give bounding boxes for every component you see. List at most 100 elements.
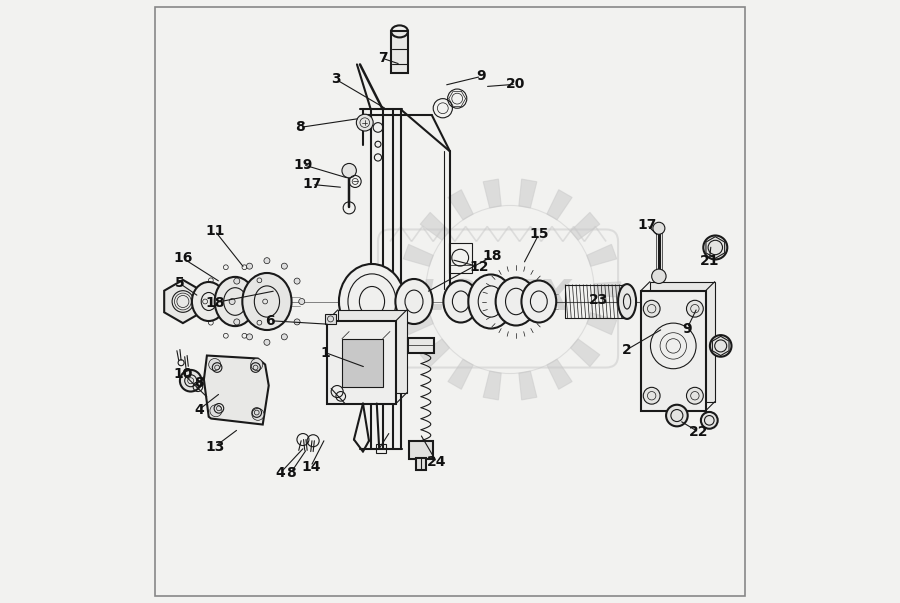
Circle shape	[282, 334, 287, 340]
Text: 13: 13	[205, 440, 224, 453]
Circle shape	[644, 387, 660, 404]
Circle shape	[264, 257, 270, 264]
Ellipse shape	[395, 279, 433, 324]
Text: 2: 2	[622, 343, 632, 356]
Polygon shape	[400, 282, 427, 297]
Polygon shape	[204, 356, 269, 425]
Polygon shape	[571, 212, 600, 240]
Text: 18: 18	[482, 250, 502, 264]
Text: 22: 22	[689, 425, 709, 440]
Text: 7: 7	[378, 51, 388, 65]
Bar	[650, 282, 715, 402]
Polygon shape	[164, 280, 202, 323]
Text: 11: 11	[205, 224, 224, 238]
Circle shape	[247, 334, 253, 340]
Bar	[338, 310, 407, 393]
Circle shape	[644, 300, 660, 317]
Circle shape	[234, 319, 239, 325]
Bar	[408, 338, 435, 353]
Circle shape	[234, 278, 239, 284]
Text: 18: 18	[205, 295, 224, 310]
Polygon shape	[420, 212, 450, 240]
Text: 16: 16	[173, 251, 193, 265]
Circle shape	[652, 269, 666, 283]
Circle shape	[701, 412, 717, 429]
Polygon shape	[403, 244, 433, 267]
Circle shape	[652, 223, 665, 235]
Text: 8: 8	[295, 121, 305, 134]
Text: 24: 24	[427, 455, 446, 469]
Circle shape	[282, 263, 287, 269]
Text: 1: 1	[320, 346, 330, 359]
Bar	[375, 444, 386, 453]
Bar	[392, 31, 408, 74]
Polygon shape	[448, 359, 473, 390]
Ellipse shape	[496, 277, 536, 326]
Bar	[417, 458, 426, 470]
Text: 4: 4	[194, 403, 204, 417]
Polygon shape	[403, 313, 433, 335]
Circle shape	[687, 300, 703, 317]
Circle shape	[666, 405, 688, 426]
Circle shape	[264, 339, 270, 346]
Circle shape	[294, 319, 300, 325]
Text: 8: 8	[286, 466, 296, 479]
Text: 17: 17	[302, 177, 321, 192]
Circle shape	[703, 236, 727, 259]
Polygon shape	[571, 339, 600, 367]
Circle shape	[180, 370, 202, 391]
Polygon shape	[547, 359, 572, 390]
Polygon shape	[448, 190, 473, 220]
Polygon shape	[518, 371, 537, 400]
Text: 21: 21	[699, 254, 719, 268]
Text: 23: 23	[590, 293, 608, 308]
Bar	[327, 321, 396, 403]
Polygon shape	[587, 313, 617, 335]
Text: 10: 10	[173, 367, 193, 380]
Ellipse shape	[444, 280, 478, 323]
Text: 12: 12	[469, 260, 489, 274]
Bar	[342, 339, 382, 387]
Bar	[410, 441, 433, 459]
Polygon shape	[420, 339, 450, 367]
Text: 19: 19	[293, 157, 312, 172]
Circle shape	[342, 163, 356, 178]
Ellipse shape	[192, 282, 226, 321]
Circle shape	[356, 114, 374, 131]
Polygon shape	[483, 371, 501, 400]
Ellipse shape	[339, 264, 405, 339]
Bar	[325, 314, 336, 324]
Text: 17: 17	[637, 218, 657, 232]
Circle shape	[230, 298, 235, 305]
Text: 5: 5	[175, 277, 184, 291]
Ellipse shape	[618, 284, 636, 319]
Text: 9: 9	[476, 69, 486, 83]
Circle shape	[247, 263, 253, 269]
Circle shape	[687, 387, 703, 404]
Ellipse shape	[215, 277, 256, 326]
Text: 6: 6	[266, 314, 274, 327]
Bar	[449, 242, 472, 273]
Polygon shape	[518, 179, 537, 208]
Text: LOREX: LOREX	[418, 277, 572, 320]
Polygon shape	[547, 190, 572, 220]
Circle shape	[210, 405, 222, 417]
Text: 15: 15	[529, 227, 549, 241]
Circle shape	[252, 408, 264, 420]
Circle shape	[209, 359, 220, 370]
Ellipse shape	[242, 273, 292, 330]
Text: 8: 8	[194, 376, 204, 390]
Text: 9: 9	[682, 321, 692, 335]
Polygon shape	[587, 244, 617, 267]
Text: 14: 14	[301, 459, 320, 473]
Text: 4: 4	[276, 466, 285, 479]
Polygon shape	[483, 179, 501, 208]
Circle shape	[710, 335, 732, 357]
Ellipse shape	[468, 274, 513, 329]
Circle shape	[299, 298, 305, 305]
Bar	[641, 291, 706, 411]
Circle shape	[294, 278, 300, 284]
Circle shape	[251, 359, 263, 370]
Text: 3: 3	[331, 72, 341, 86]
Text: 20: 20	[507, 77, 526, 91]
